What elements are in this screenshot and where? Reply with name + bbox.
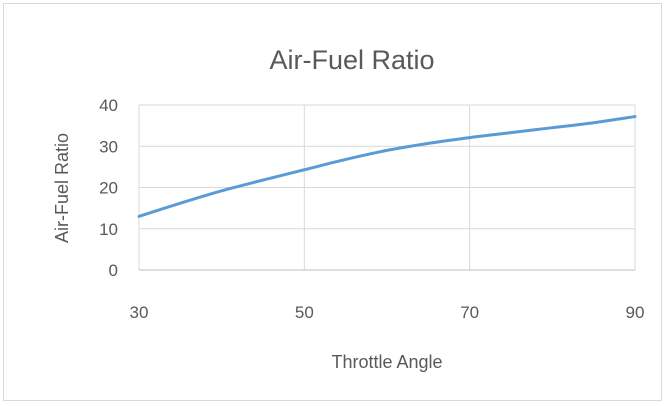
series-group [137, 115, 637, 218]
y-tick-label: 40 [99, 96, 118, 115]
x-tick-label: 30 [130, 303, 149, 322]
y-tick-labels: 0 10 20 30 40 [99, 96, 118, 280]
y-tick-label: 20 [99, 179, 118, 198]
x-tick-label: 50 [295, 303, 314, 322]
chart-title: Air-Fuel Ratio [269, 45, 434, 75]
y-tick-label: 10 [99, 220, 118, 239]
x-axis-title: Throttle Angle [331, 352, 442, 372]
series-line [137, 115, 637, 218]
y-axis-title: Air-Fuel Ratio [52, 133, 72, 243]
chart-frame [3, 3, 662, 401]
y-tick-label: 30 [99, 137, 118, 156]
grid-lines [138, 104, 636, 270]
y-tick-label: 0 [109, 261, 118, 280]
x-tick-label: 90 [626, 303, 645, 322]
x-tick-label: 70 [460, 303, 479, 322]
x-tick-labels: 30 50 70 90 [130, 303, 645, 322]
